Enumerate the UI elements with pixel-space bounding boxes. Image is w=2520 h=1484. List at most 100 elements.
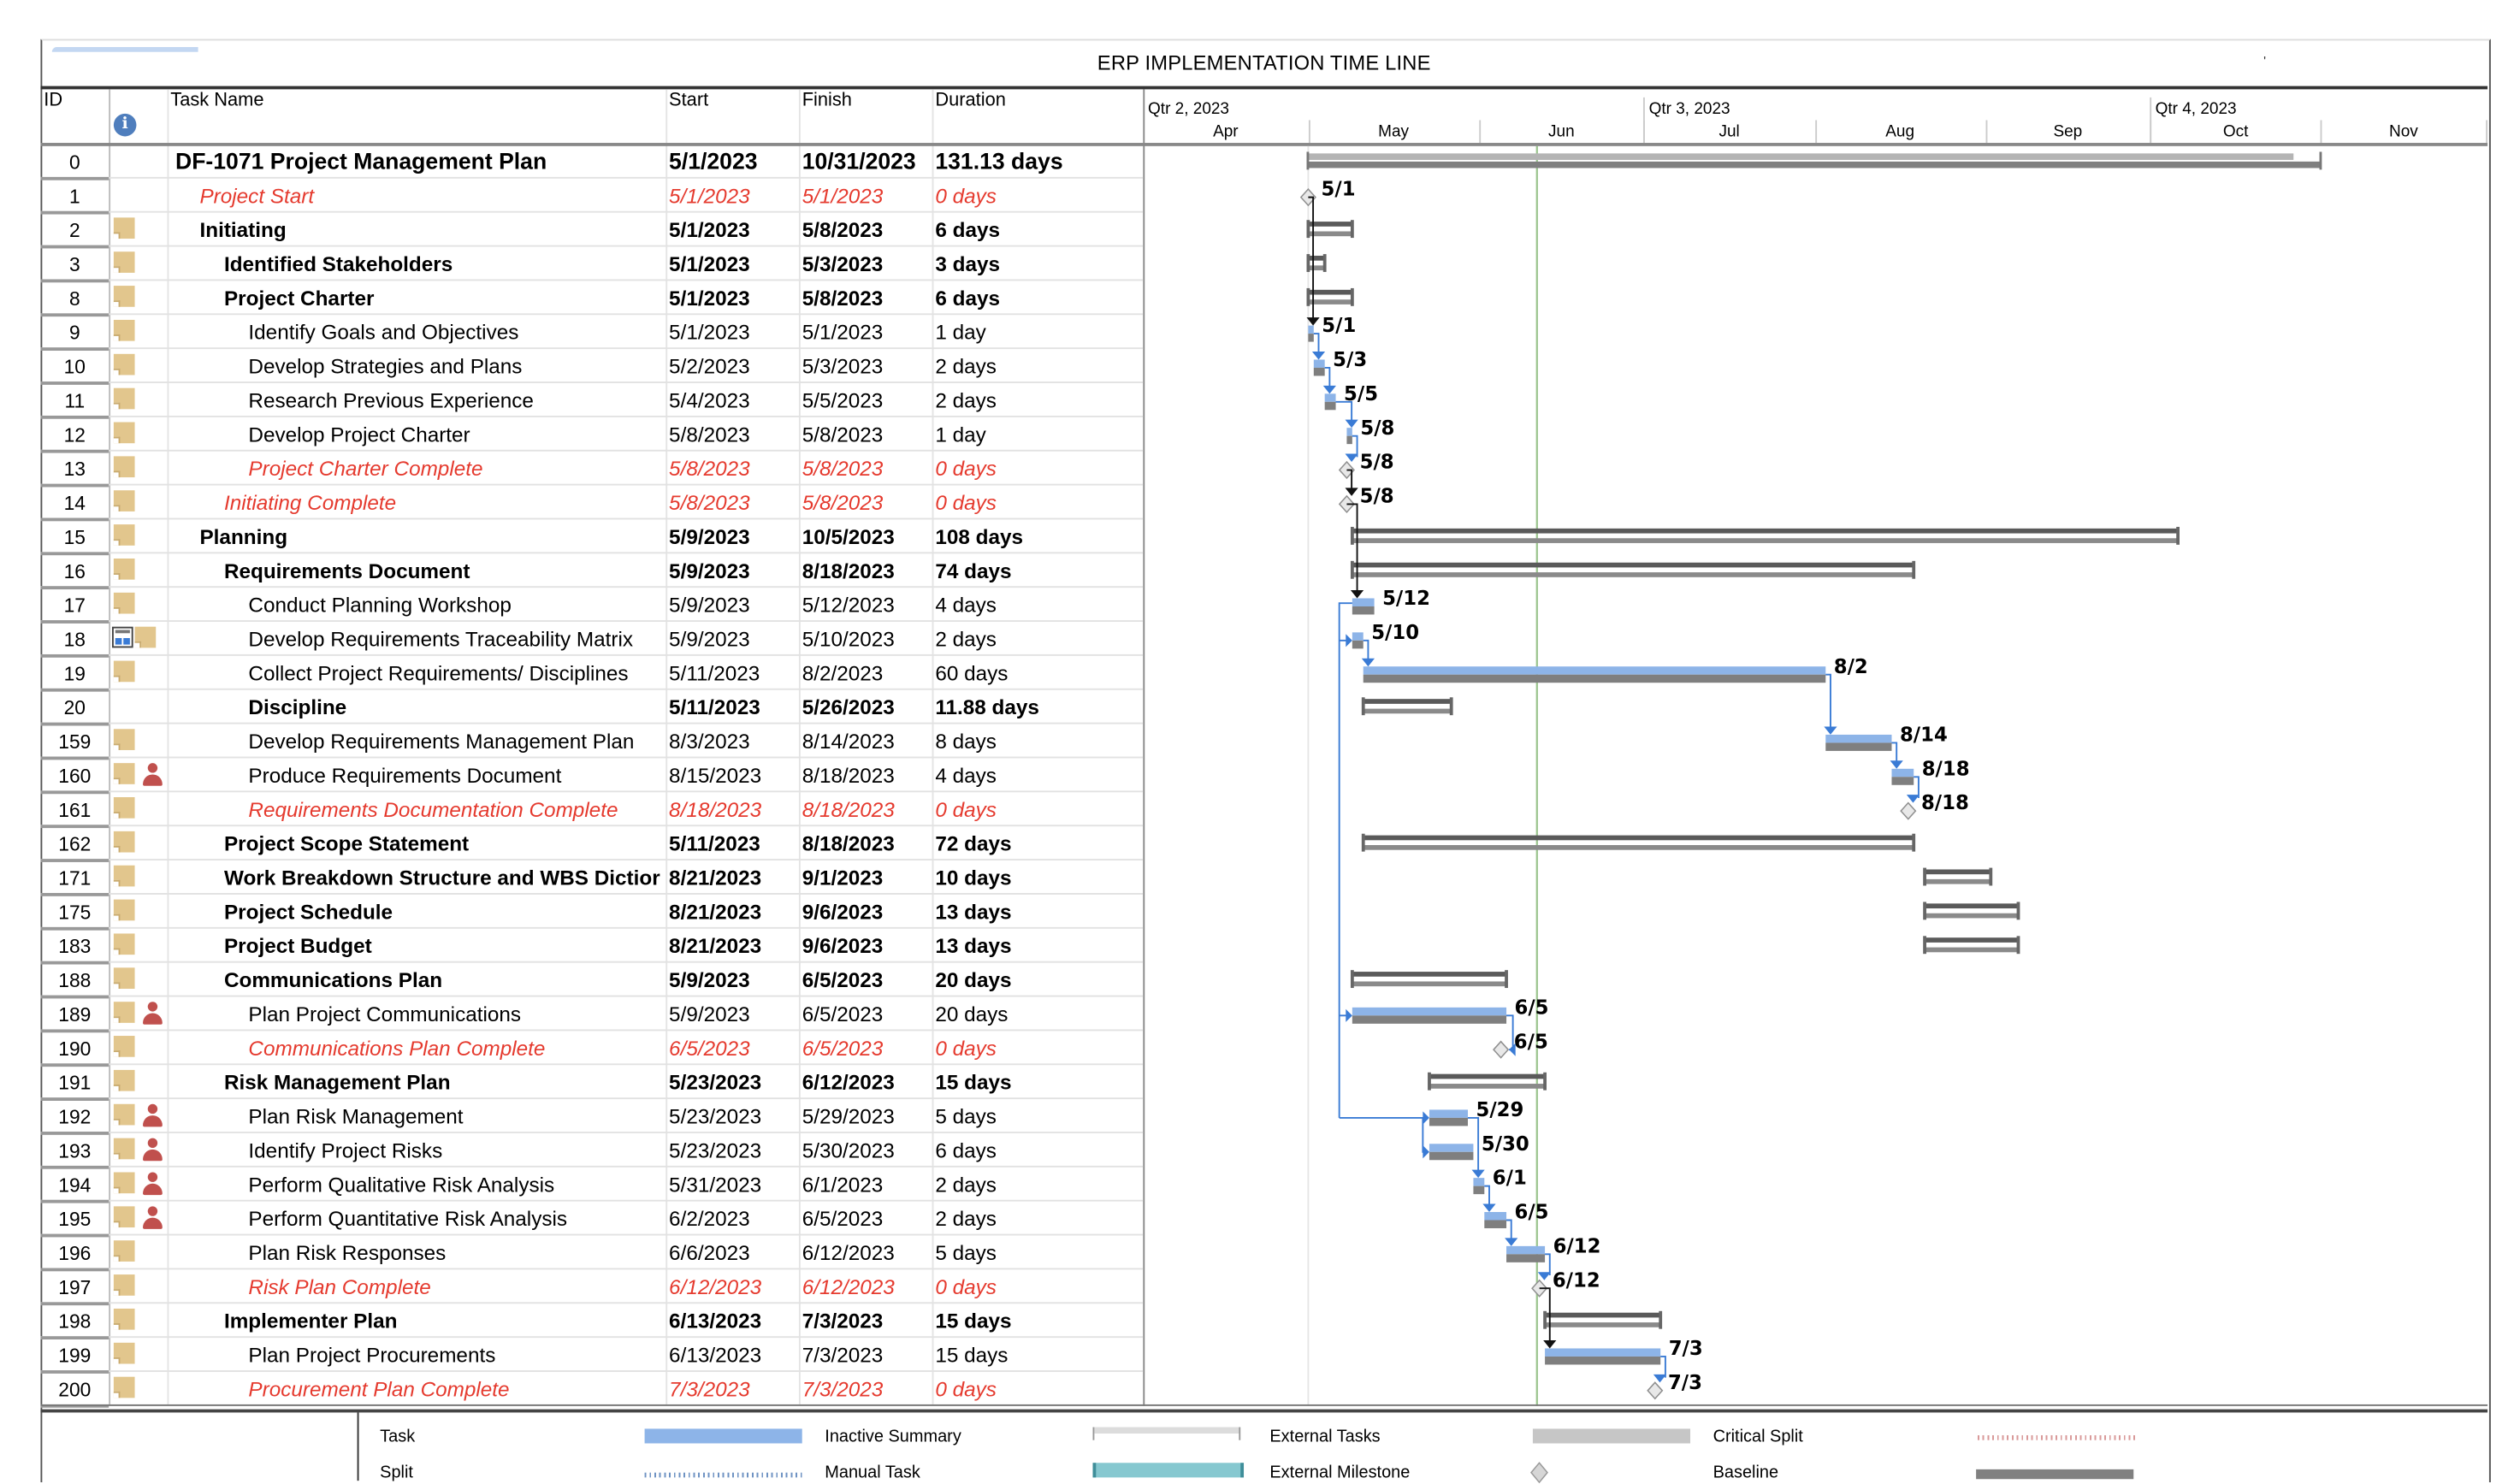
note-icon[interactable] [113,387,135,410]
summary-baseline-bar[interactable] [1352,572,1914,577]
link-arrow-icon[interactable] [1311,351,1326,360]
task-bar[interactable] [1352,598,1375,606]
task-finish[interactable]: 9/6/2023 [802,933,884,958]
task-name[interactable]: Collect Project Requirements/ Discipline… [248,660,629,686]
table-row[interactable]: 19 Collect Project Requirements/ Discipli… [40,656,1144,692]
link-arrow-icon[interactable] [1482,1203,1496,1213]
task-start[interactable]: 5/9/2023 [669,592,750,618]
task-name[interactable]: Requirements Documentation Complete [248,797,618,822]
task-start[interactable]: 6/5/2023 [669,1036,750,1061]
task-name[interactable]: Research Previous Experience [248,387,534,413]
task-name[interactable]: Plan Project Communications [248,1002,522,1026]
task-bar[interactable] [1506,1245,1546,1255]
task-name[interactable]: Project Charter Complete [248,456,483,481]
summary-end-cap[interactable] [2176,526,2180,545]
task-finish[interactable]: 8/18/2023 [802,763,895,788]
task-bar[interactable] [1313,359,1325,368]
task-start[interactable]: 8/21/2023 [669,933,762,958]
note-icon[interactable] [113,558,135,580]
task-finish[interactable]: 5/12/2023 [802,592,895,618]
task-finish[interactable]: 5/8/2023 [802,456,884,481]
task-name[interactable]: Procurement Plan Complete [248,1376,510,1402]
dependency-link[interactable] [1484,1185,1490,1208]
task-duration[interactable]: 131.13 days [935,147,1063,174]
task-finish[interactable]: 5/5/2023 [802,387,884,413]
task-start[interactable]: 6/13/2023 [669,1342,762,1368]
task-name[interactable]: Develop Strategies and Plans [248,353,523,379]
task-bar[interactable] [1308,325,1314,334]
task-bar[interactable] [1324,393,1336,402]
dependency-link[interactable] [1346,469,1353,492]
task-bar[interactable] [1363,666,1826,675]
task-finish[interactable]: 6/12/2023 [802,1069,895,1095]
note-icon[interactable] [134,626,157,648]
summary-end-cap[interactable] [1912,833,1916,852]
baseline-bar[interactable] [1313,367,1325,376]
task-name[interactable]: DF-1071 Project Management Plan [175,147,547,174]
task-name[interactable]: Develop Project Charter [248,422,470,447]
summary-baseline-bar[interactable] [1925,878,1991,884]
note-icon[interactable] [113,456,135,478]
summary-end-cap[interactable] [1350,287,1354,306]
summary-end-cap[interactable] [1543,1072,1547,1091]
task-name[interactable]: Identify Project Risks [248,1138,443,1163]
task-name[interactable]: Plan Project Procurements [248,1342,496,1368]
dependency-link[interactable] [1308,196,1315,321]
note-icon[interactable] [113,1002,135,1023]
task-start[interactable]: 5/11/2023 [669,695,760,719]
dependency-link[interactable] [1346,503,1358,594]
baseline-bar[interactable] [1891,777,1914,785]
task-bar[interactable] [1429,1109,1468,1118]
summary-bar[interactable] [1352,972,1507,977]
task-finish[interactable]: 9/1/2023 [802,865,884,890]
task-start[interactable]: 5/4/2023 [669,387,750,413]
task-bar[interactable] [1825,734,1892,743]
task-start[interactable]: 5/1/2023 [669,217,750,242]
task-finish[interactable]: 6/5/2023 [802,1036,884,1061]
summary-end-cap[interactable] [1361,697,1365,716]
dependency-link[interactable] [1338,602,1352,1118]
task-finish[interactable]: 5/3/2023 [802,353,884,379]
column-header-task-name[interactable]: Task Name [170,91,264,111]
task-bar[interactable] [1429,1144,1474,1152]
dependency-link[interactable] [1467,1116,1480,1174]
task-name[interactable]: Plan Risk Management [248,1103,464,1129]
task-start[interactable]: 5/9/2023 [669,1002,750,1026]
summary-end-cap[interactable] [2319,151,2322,170]
task-finish[interactable]: 5/8/2023 [802,422,884,447]
task-bar[interactable] [1484,1212,1507,1221]
task-duration[interactable]: 74 days [935,558,1012,583]
table-row[interactable]: 189 Plan Project Communications 5/9/2023 6/… [40,996,1144,1033]
dependency-link[interactable] [1506,1014,1514,1051]
task-finish[interactable]: 5/8/2023 [802,286,884,310]
task-start[interactable]: 5/1/2023 [669,319,750,345]
project-baseline-bar[interactable] [1308,161,2322,169]
task-name[interactable]: Communications Plan [223,967,443,992]
note-icon[interactable] [113,319,135,341]
summary-bar[interactable] [1352,528,2179,534]
task-name[interactable]: Initiating [199,217,287,242]
task-duration[interactable]: 8 days [935,729,997,754]
task-start[interactable]: 5/9/2023 [669,558,750,583]
baseline-bar[interactable] [1352,606,1375,615]
summary-baseline-bar[interactable] [1925,913,2019,919]
task-start[interactable]: 8/21/2023 [669,899,762,925]
table-row[interactable]: 191 Risk Management Plan 5/23/2023 6/12/202… [40,1065,1144,1101]
summary-baseline-bar[interactable] [1308,299,1352,304]
note-icon[interactable] [113,967,135,990]
grid-chart-divider[interactable] [1143,89,1145,1406]
link-arrow-icon[interactable] [1346,634,1352,647]
task-duration[interactable]: 15 days [935,1308,1012,1333]
table-row[interactable]: 171 Work Breakdown Structure and WBS Dict… [40,860,1144,896]
table-row[interactable]: 10 Develop Strategies and Plans 5/2/2023 5/… [40,349,1144,385]
link-arrow-icon[interactable] [1653,1374,1667,1383]
table-row[interactable]: 199 Plan Project Procurements 6/13/2023 7/3… [40,1338,1144,1374]
baseline-bar[interactable] [1429,1117,1468,1126]
baseline-bar[interactable] [1346,435,1352,445]
link-arrow-icon[interactable] [1322,385,1336,394]
column-header-id[interactable]: ID [44,91,63,111]
table-row[interactable]: 14 Initiating Complete 5/8/2023 5/8/2023 0 d… [40,486,1144,522]
note-icon[interactable] [113,286,135,307]
task-duration[interactable]: 60 days [935,660,1009,686]
table-row[interactable]: 195 Perform Quantitative Risk Analysis 6/2… [40,1202,1144,1238]
